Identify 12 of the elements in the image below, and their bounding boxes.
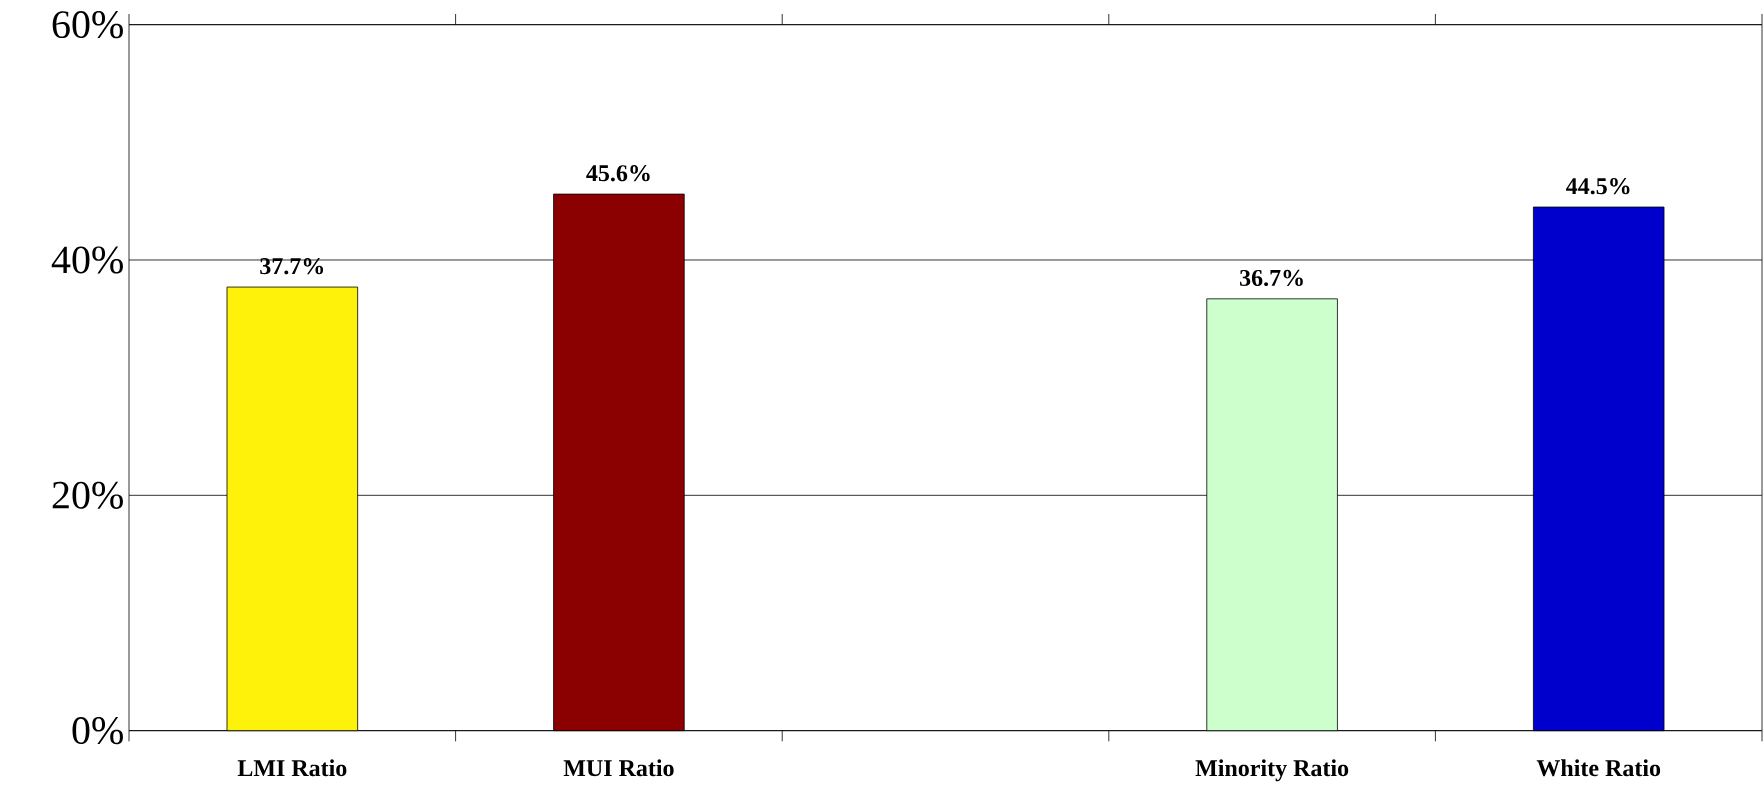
x-tick-label: LMI Ratio bbox=[237, 759, 347, 777]
x-tick-label: MUI Ratio bbox=[563, 759, 674, 777]
y-tick-label: 40% bbox=[51, 246, 123, 274]
data-label: 44.5% bbox=[1566, 178, 1630, 195]
data-label: 36.7% bbox=[1240, 269, 1303, 287]
y-tick-label: 0% bbox=[72, 717, 123, 745]
data-label: 37.7% bbox=[260, 258, 324, 275]
y-tick-label: 20% bbox=[52, 481, 123, 509]
y-tick-label: 60% bbox=[52, 11, 123, 39]
x-tick-label: White Ratio bbox=[1536, 759, 1661, 777]
data-label: 45.6% bbox=[586, 165, 650, 182]
x-tick-label: Minority Ratio bbox=[1195, 759, 1349, 782]
